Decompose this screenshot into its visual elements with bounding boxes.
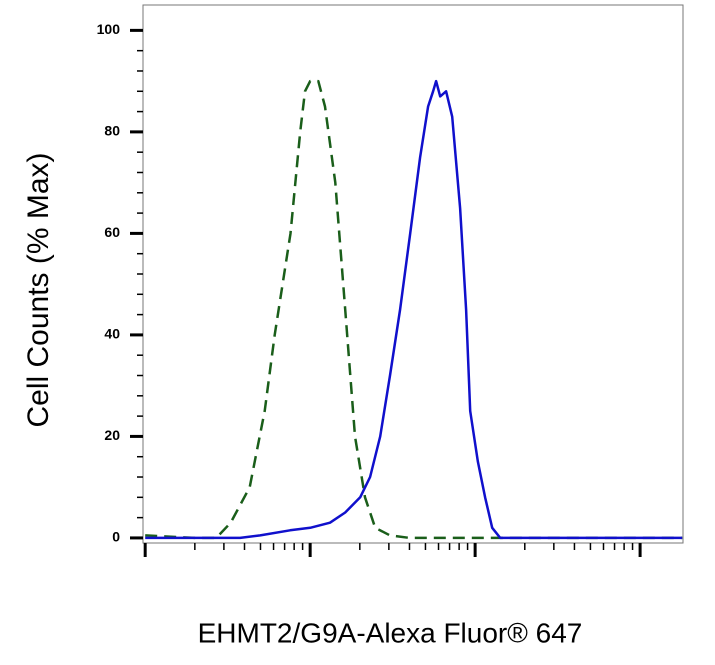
y-tick-label: 40: [104, 326, 120, 342]
y-tick-label: 60: [104, 224, 120, 240]
plot-frame: [142, 4, 684, 544]
y-axis-label: Cell Counts (% Max): [22, 152, 55, 427]
y-tick-label: 0: [112, 529, 120, 545]
y-tick-label: 20: [104, 427, 120, 443]
series-line: [145, 79, 683, 540]
series-line: [145, 79, 683, 540]
x-axis-label: EHMT2/G9A-Alexa Fluor® 647: [198, 617, 583, 648]
y-tick-label: 100: [97, 21, 121, 37]
y-tick-label: 80: [104, 123, 120, 139]
